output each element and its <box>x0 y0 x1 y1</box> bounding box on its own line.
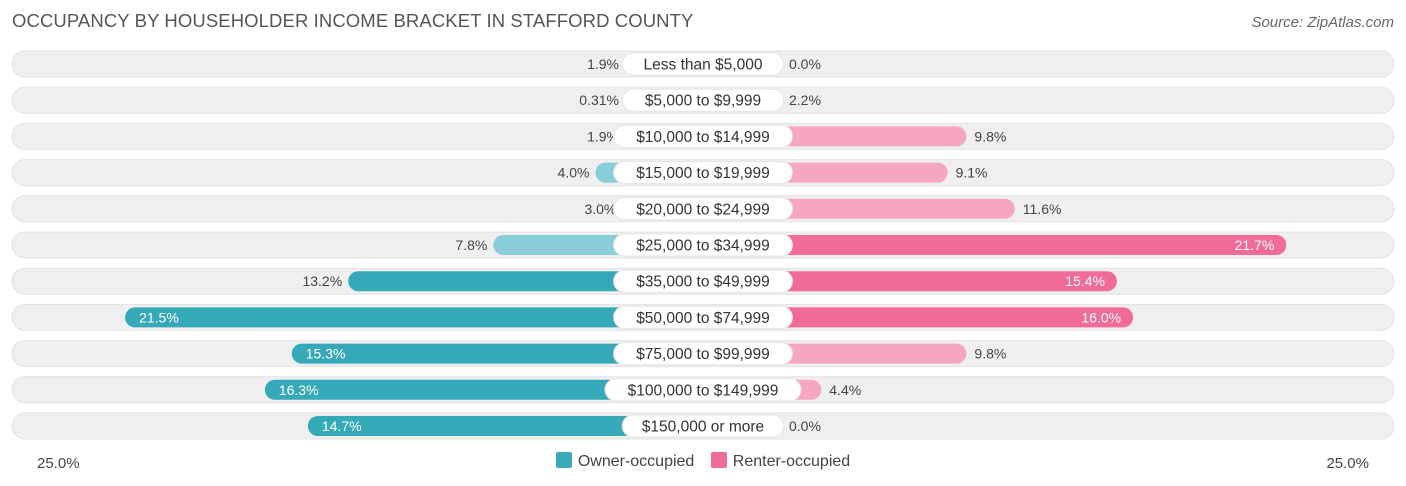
renter-value-label: 16.0% <box>1081 309 1121 325</box>
axis-min-label: 25.0% <box>37 455 80 472</box>
legend-item-owner: Owner-occupied <box>555 452 695 471</box>
renter-bar <box>693 307 1134 328</box>
category-label: $35,000 to $49,999 <box>636 274 770 291</box>
owner-bar <box>307 416 713 436</box>
renter-value-label: 15.4% <box>1065 273 1105 289</box>
category-pill <box>613 233 793 257</box>
owner-bar <box>291 343 713 364</box>
owner-bar <box>264 379 713 400</box>
axis-max-label: 25.0% <box>1326 455 1369 472</box>
category-label: $5,000 to $9,999 <box>645 93 761 110</box>
renter-value-label: 21.7% <box>1235 237 1275 253</box>
renter-value-label: 0.0% <box>789 56 821 72</box>
category-pill <box>604 378 802 402</box>
category-label: $150,000 or more <box>642 419 764 436</box>
renter-value-label: 4.4% <box>829 382 861 398</box>
category-pill <box>613 269 793 293</box>
category-label: $100,000 to $149,999 <box>628 382 779 399</box>
category-pill <box>613 124 793 148</box>
category-pill <box>613 305 793 329</box>
renter-value-label: 9.8% <box>974 128 1006 144</box>
legend: Owner-occupied Renter-occupied <box>0 452 1406 471</box>
category-label: $10,000 to $14,999 <box>636 129 770 146</box>
category-label: $50,000 to $74,999 <box>636 310 770 327</box>
renter-value-label: 0.0% <box>789 418 821 434</box>
legend-renter-label: Renter-occupied <box>732 453 851 470</box>
renter-value-label: 9.1% <box>956 165 988 181</box>
category-pill <box>621 88 785 112</box>
renter-bar <box>693 235 1287 255</box>
owner-value-label: 3.0% <box>584 201 616 217</box>
renter-value-label: 11.6% <box>1023 201 1062 217</box>
category-pill <box>613 342 793 366</box>
owner-bar <box>125 307 713 328</box>
owner-value-label: 1.9% <box>587 56 619 72</box>
owner-value-label: 1.9% <box>587 128 619 144</box>
owner-value-label: 15.3% <box>306 346 346 362</box>
category-label: $25,000 to $34,999 <box>636 238 770 255</box>
category-label: $20,000 to $24,999 <box>636 201 770 218</box>
category-pill <box>613 161 793 185</box>
source-note: Source: ZipAtlas.com <box>1251 14 1394 31</box>
owner-value-label: 7.8% <box>455 237 487 253</box>
renter-value-label: 9.8% <box>974 346 1006 362</box>
owner-value-label: 21.5% <box>139 309 179 325</box>
legend-item-renter: Renter-occupied <box>710 452 851 471</box>
owner-value-label: 16.3% <box>279 382 319 398</box>
category-label: Less than $5,000 <box>644 57 763 74</box>
renter-bar <box>693 271 1117 292</box>
legend-owner-label: Owner-occupied <box>577 453 695 470</box>
category-pill <box>621 414 785 438</box>
renter-swatch-icon <box>710 452 727 468</box>
category-pill <box>621 52 785 76</box>
owner-value-label: 0.31% <box>579 92 619 108</box>
chart-title: OCCUPANCY BY HOUSEHOLDER INCOME BRACKET … <box>12 10 694 31</box>
category-label: $75,000 to $99,999 <box>636 346 770 363</box>
owner-swatch-icon <box>555 452 572 468</box>
owner-value-label: 13.2% <box>302 273 342 289</box>
category-label: $15,000 to $19,999 <box>636 165 770 182</box>
owner-value-label: 4.0% <box>558 165 590 181</box>
renter-value-label: 2.2% <box>789 92 821 108</box>
owner-value-label: 14.7% <box>322 418 362 434</box>
category-pill <box>613 197 793 221</box>
